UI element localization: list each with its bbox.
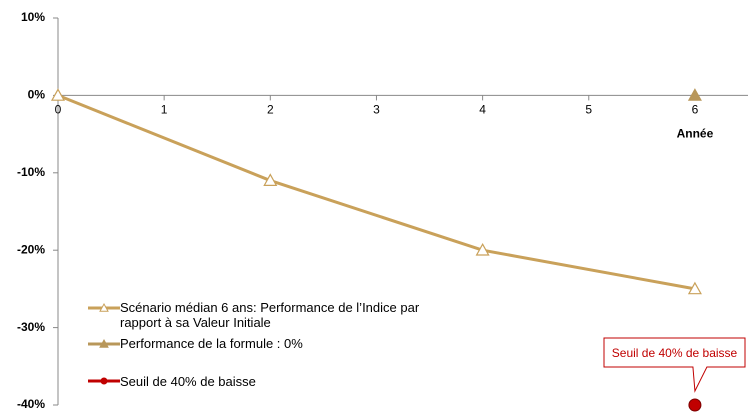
x-tick-label: 6 (692, 103, 699, 117)
legend-marker (99, 302, 109, 312)
y-tick-label: 10% (21, 10, 45, 24)
y-tick-label: -30% (17, 320, 45, 334)
legend-label: Performance de la formule : 0% (120, 336, 303, 351)
x-tick-label: 1 (161, 103, 168, 117)
legend-label: Seuil de 40% de baisse (120, 374, 256, 389)
annotation: Seuil de 40% de baisse (611, 345, 738, 360)
x-tick-label: 5 (585, 103, 592, 117)
marker (50, 88, 66, 101)
marker (688, 398, 702, 412)
x-tick-label: 0 (55, 103, 62, 117)
x-tick-label: 3 (373, 103, 380, 117)
marker (687, 88, 702, 101)
y-tick-label: 0% (28, 88, 46, 102)
y-tick-label: -40% (17, 397, 45, 411)
legend-marker (99, 338, 109, 348)
y-tick-label: -20% (17, 242, 45, 256)
x-axis-label: Année (677, 127, 714, 141)
marker (475, 242, 490, 256)
series-line (57, 94, 696, 291)
y-tick-label: -10% (17, 165, 45, 179)
legend-marker (100, 377, 108, 385)
marker (263, 173, 278, 186)
marker (687, 281, 702, 295)
x-tick-label: 2 (267, 103, 274, 117)
legend-label: Scénario médian 6 ans: Performance de l’… (120, 300, 420, 330)
callout-box (603, 337, 746, 393)
x-tick-label: 4 (479, 103, 486, 117)
